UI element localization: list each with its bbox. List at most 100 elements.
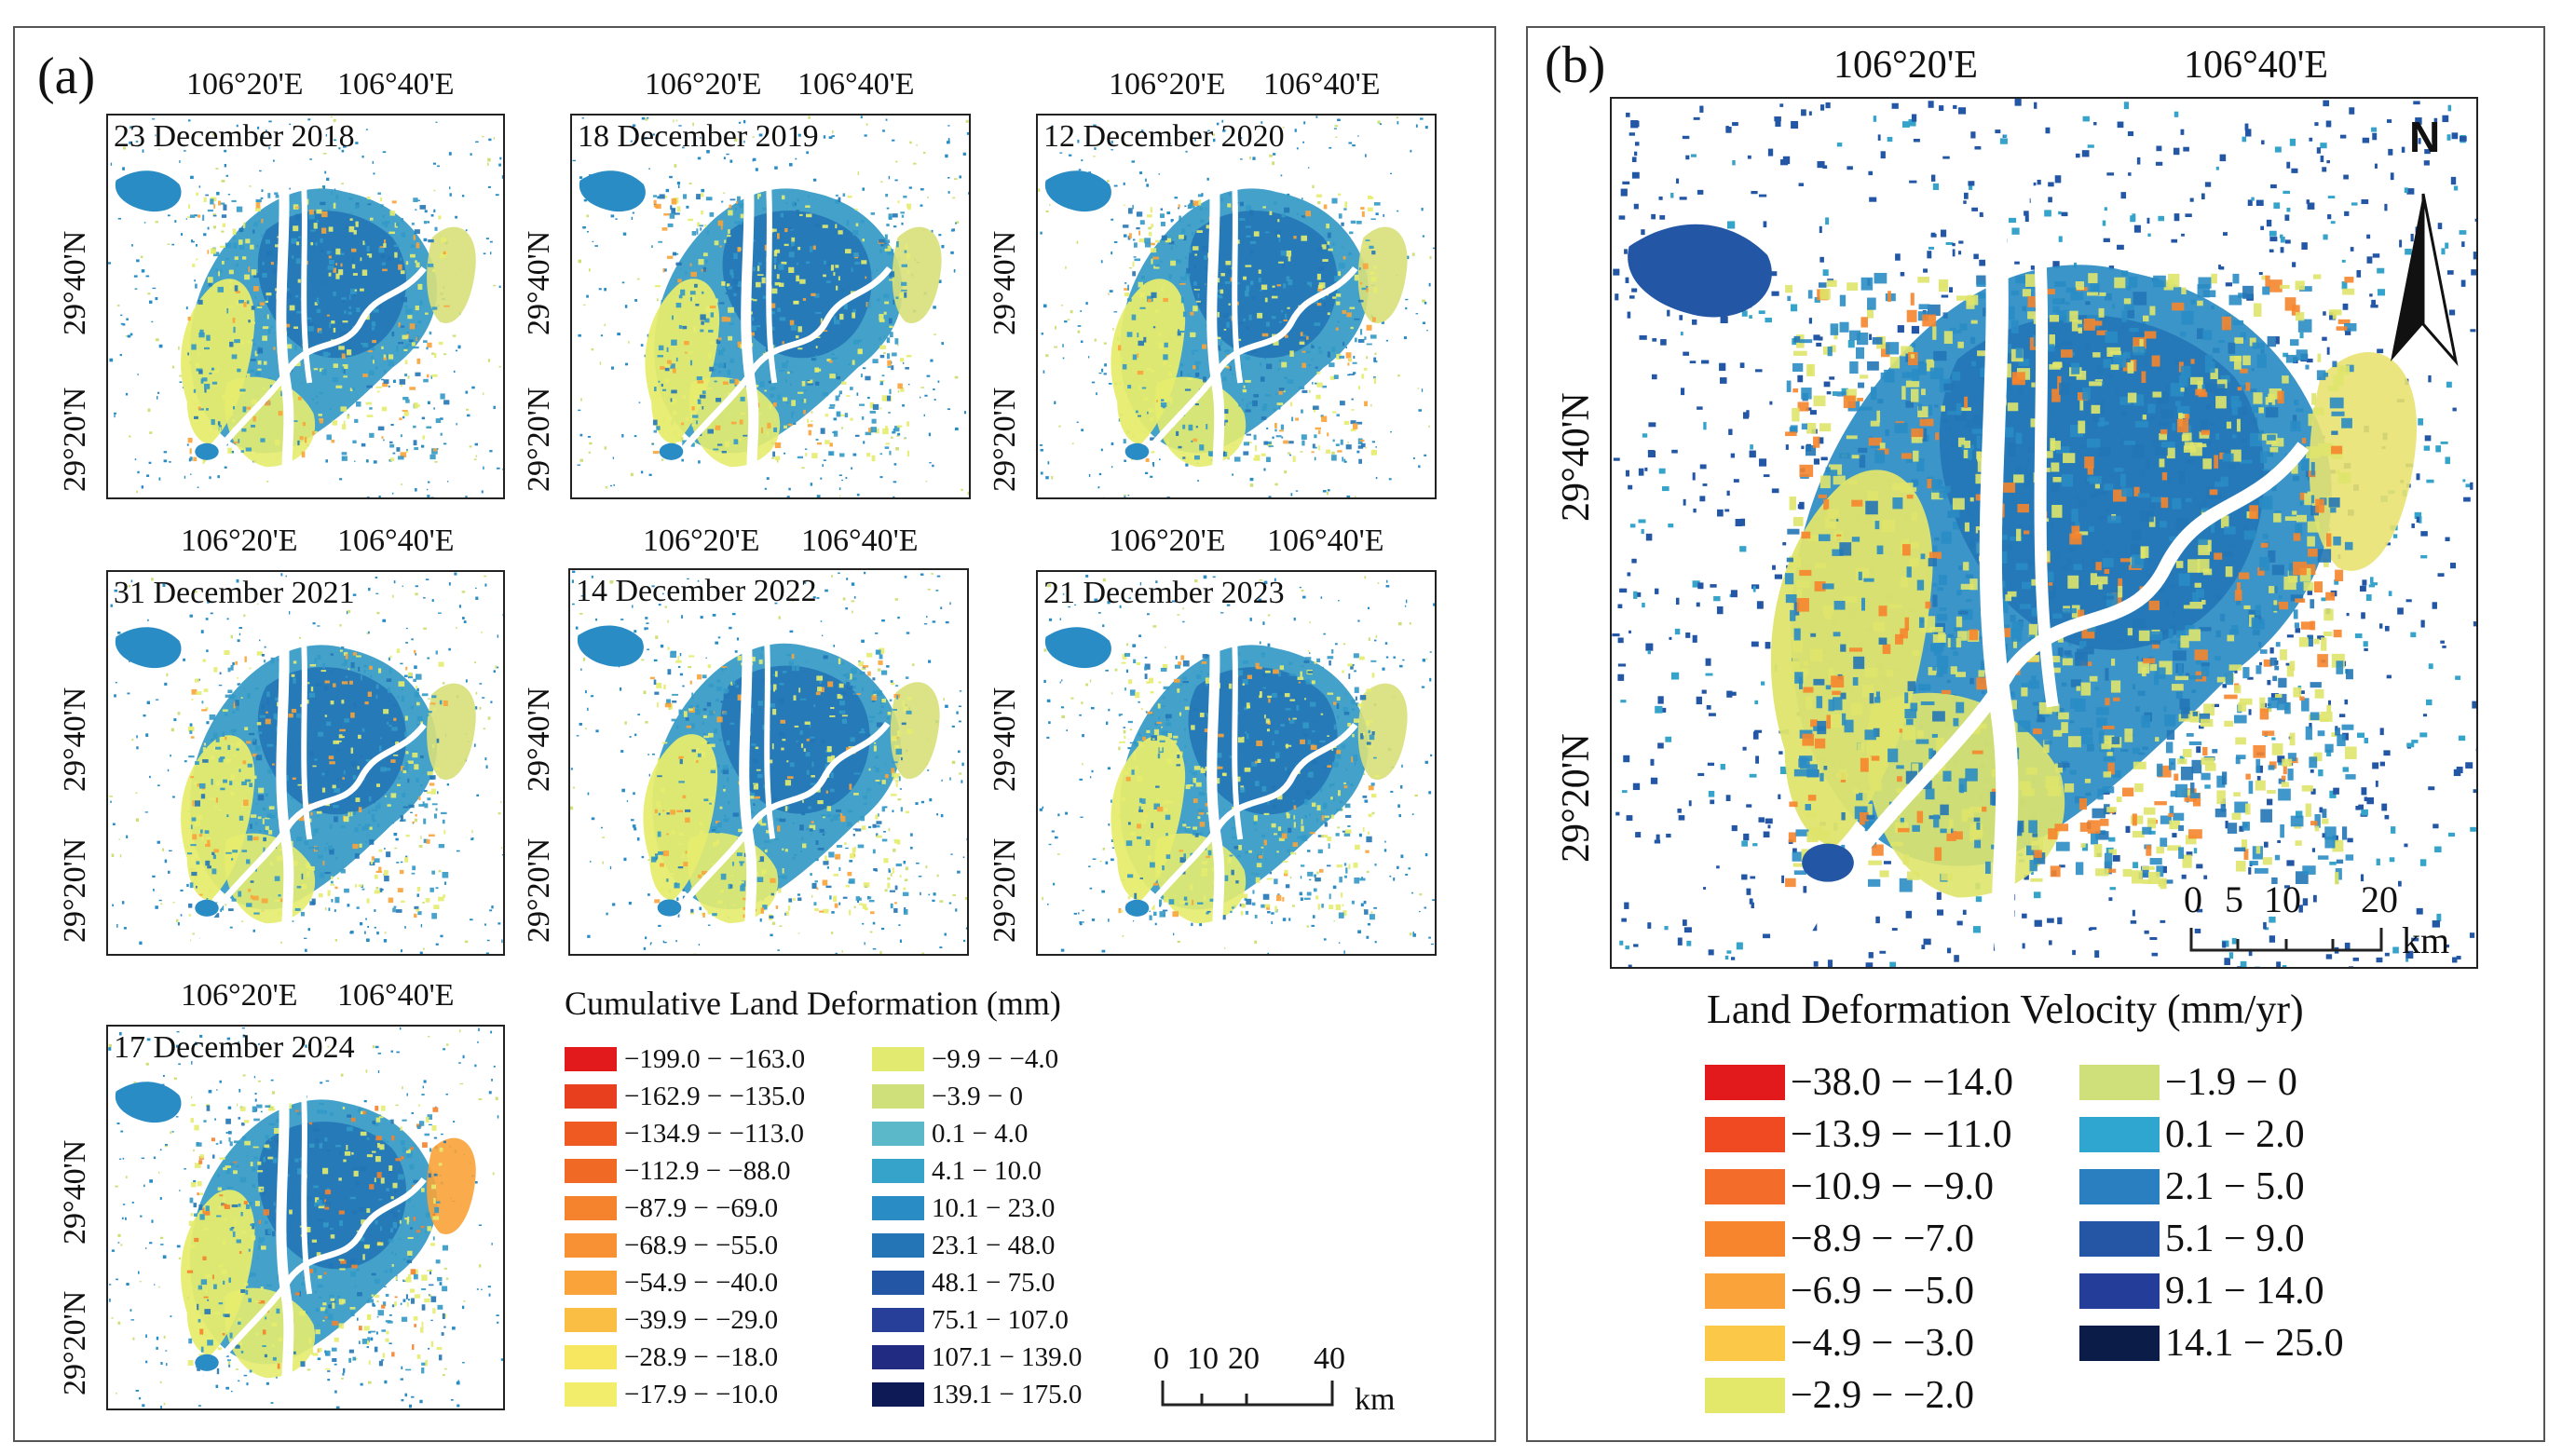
- legend-b-label: −8.9 − −7.0: [1791, 1218, 1975, 1260]
- lon-label-4-1: 106°20'E: [181, 524, 298, 558]
- legend-a-label: −134.9 − −113.0: [624, 1118, 804, 1149]
- lat-label-b-2: 29°20'N: [1555, 733, 1598, 863]
- scalebar-b-tick-0: 0: [2184, 878, 2202, 920]
- legend-a-label: −162.9 − −135.0: [624, 1081, 806, 1111]
- lat-label-4-1: 29°40'N: [58, 687, 92, 792]
- panel-b-label: (b): [1545, 36, 1606, 94]
- map-raster: [109, 572, 503, 954]
- lon-label-1-2: 106°40'E: [337, 67, 455, 102]
- legend-a-label: −3.9 − 0: [932, 1081, 1023, 1111]
- legend-a-item: −54.9 − −40.0: [565, 1268, 778, 1298]
- lon-label-b-1: 106°20'E: [1833, 44, 1979, 87]
- map-date-2018: 23 December 2018: [114, 119, 355, 154]
- legend-a-item: 139.1 − 175.0: [872, 1380, 1082, 1409]
- legend-a-label: 10.1 − 23.0: [932, 1192, 1056, 1223]
- legend-a-swatch: [565, 1196, 617, 1220]
- legend-a-swatch: [565, 1159, 617, 1183]
- legend-a-item: −199.0 − −163.0: [565, 1043, 806, 1074]
- map-date-2019: 18 December 2019: [578, 119, 819, 154]
- legend-b-item: −38.0 − −14.0: [1705, 1061, 2014, 1104]
- legend-a-swatch: [872, 1271, 924, 1295]
- lat-label-5-1: 29°40'N: [522, 687, 556, 792]
- lat-label-6-1: 29°40'N: [988, 687, 1022, 792]
- map-date-2020: 12 December 2020: [1043, 119, 1285, 154]
- map-raster: [570, 570, 967, 954]
- legend-a-item: 4.1 − 10.0: [872, 1155, 1042, 1186]
- legend-a-label: −199.0 − −163.0: [624, 1043, 806, 1074]
- legend-a-item: −28.9 − −18.0: [565, 1341, 779, 1372]
- panel-a-frame: [13, 26, 1496, 1442]
- legend-a-title: Cumulative Land Deformation (mm): [565, 985, 1061, 1022]
- legend-a-item: −3.9 − 0: [872, 1081, 1023, 1111]
- legend-b-label: −4.9 − −3.0: [1791, 1322, 1975, 1365]
- north-label: N: [2409, 113, 2441, 161]
- deformation-map-2018: 23 December 2018: [106, 114, 505, 499]
- legend-b-item: −4.9 − −3.0: [1705, 1322, 1975, 1365]
- legend-a-item: −68.9 − −55.0: [565, 1231, 778, 1260]
- scalebar-b-tick-1: 5: [2225, 878, 2243, 920]
- lon-label-2-1: 106°20'E: [645, 67, 762, 102]
- legend-b-swatch: [1705, 1065, 1785, 1100]
- legend-a-swatch: [565, 1233, 617, 1258]
- legend-b-item: 9.1 − 14.0: [2079, 1270, 2324, 1313]
- deformation-map-2023: 21 December 2023: [1036, 570, 1437, 956]
- legend-a-item: −162.9 − −135.0: [565, 1081, 806, 1111]
- legend-b-item: −13.9 − −11.0: [1705, 1113, 2012, 1156]
- map-raster: [108, 116, 503, 497]
- legend-b-label: 0.1 − 2.0: [2165, 1113, 2305, 1156]
- scalebar-a-line: [1161, 1381, 1334, 1407]
- lon-label-5-2: 106°40'E: [801, 524, 919, 558]
- legend-a-item: 48.1 − 75.0: [872, 1268, 1055, 1298]
- legend-a-label: 75.1 − 107.0: [932, 1304, 1069, 1335]
- legend-b-swatch: [1705, 1378, 1785, 1413]
- lon-label-4-2: 106°40'E: [337, 524, 455, 558]
- legend-b-swatch: [1705, 1117, 1785, 1152]
- legend-b-swatch: [1705, 1169, 1785, 1204]
- legend-b-item: 14.1 − 25.0: [2079, 1322, 2344, 1365]
- legend-b-label: 5.1 − 9.0: [2165, 1218, 2305, 1260]
- map-raster: [1039, 574, 1435, 954]
- lat-label-4-2: 29°20'N: [58, 837, 92, 943]
- legend-b-label: 14.1 − 25.0: [2165, 1322, 2344, 1365]
- scalebar-a-tick-2: 20: [1228, 1341, 1260, 1376]
- legend-a-item: 0.1 − 4.0: [872, 1118, 1029, 1149]
- legend-a-label: −39.9 − −29.0: [624, 1304, 779, 1335]
- lat-label-5-2: 29°20'N: [522, 837, 556, 943]
- legend-a-swatch: [565, 1308, 617, 1332]
- panel-b-frame: [1526, 26, 2545, 1442]
- legend-a-item: −9.9 − −4.0: [872, 1044, 1058, 1074]
- legend-a-swatch: [872, 1345, 924, 1369]
- legend-b-item: −2.9 − −2.0: [1705, 1374, 1974, 1417]
- legend-b-label: −10.9 − −9.0: [1791, 1165, 1995, 1208]
- panel-a-label: (a): [37, 48, 96, 105]
- legend-a-label: 0.1 − 4.0: [932, 1118, 1029, 1149]
- legend-a-label: −28.9 − −18.0: [624, 1341, 779, 1372]
- lat-label-3-2: 29°20'N: [988, 387, 1022, 492]
- legend-a-label: −87.9 − −69.0: [624, 1192, 779, 1223]
- lat-label-6-2: 29°20'N: [988, 837, 1022, 943]
- legend-b-swatch: [1705, 1221, 1785, 1257]
- legend-b-swatch: [2079, 1273, 2160, 1309]
- legend-a-label: 4.1 − 10.0: [932, 1155, 1042, 1186]
- legend-b-item: −6.9 − −5.0: [1705, 1270, 1974, 1313]
- legend-a-item: 75.1 − 107.0: [872, 1304, 1069, 1335]
- deformation-map-2022: 14 December 2022: [568, 568, 969, 956]
- legend-b-label: −38.0 − −14.0: [1791, 1061, 2014, 1104]
- legend-b-swatch: [2079, 1117, 2160, 1152]
- legend-a-swatch: [565, 1345, 617, 1369]
- legend-a-swatch: [872, 1159, 924, 1183]
- lon-label-6-1: 106°20'E: [1109, 524, 1226, 558]
- legend-a-swatch: [565, 1084, 617, 1109]
- legend-a-swatch: [872, 1122, 924, 1146]
- legend-a-swatch: [872, 1308, 924, 1332]
- legend-a-label: 107.1 − 139.0: [932, 1341, 1083, 1372]
- legend-a-swatch: [565, 1271, 617, 1295]
- legend-b-item: 2.1 − 5.0: [2079, 1165, 2305, 1208]
- lon-label-7-2: 106°40'E: [337, 978, 455, 1013]
- legend-b-swatch: [1705, 1326, 1785, 1361]
- legend-a-swatch: [565, 1382, 617, 1407]
- legend-b-label: −13.9 − −11.0: [1791, 1113, 2012, 1156]
- legend-a-swatch: [565, 1047, 617, 1071]
- legend-b-swatch: [1705, 1273, 1785, 1309]
- lon-label-6-2: 106°40'E: [1267, 524, 1384, 558]
